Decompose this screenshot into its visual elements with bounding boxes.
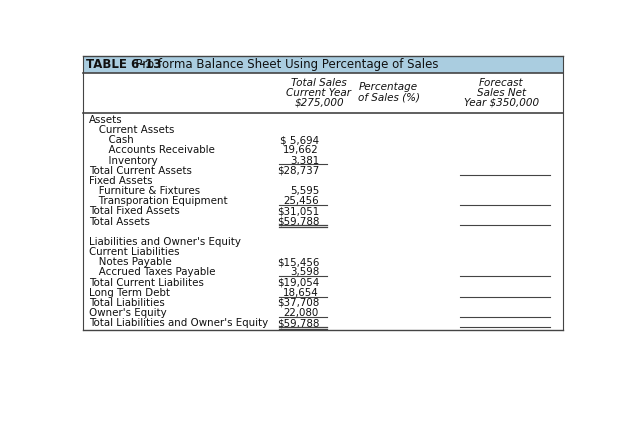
Text: Transporation Equipment: Transporation Equipment [89,196,227,206]
Text: Total Current Assets: Total Current Assets [89,166,192,176]
Text: TABLE 6–13: TABLE 6–13 [86,58,162,71]
Text: Furniture & Fixtures: Furniture & Fixtures [89,186,200,196]
Text: Total Sales: Total Sales [291,78,347,88]
Text: Sales Net: Sales Net [476,88,525,98]
Text: Pro forma Balance Sheet Using Percentage of Sales: Pro forma Balance Sheet Using Percentage… [127,58,438,71]
Text: Notes Payable: Notes Payable [89,257,171,267]
Text: 19,662: 19,662 [284,146,319,156]
Text: Total Current Liabilites: Total Current Liabilites [89,277,203,288]
Text: $37,708: $37,708 [277,298,319,308]
Text: $19,054: $19,054 [277,277,319,288]
Text: Current Liabilities: Current Liabilities [89,247,180,257]
Text: Total Assets: Total Assets [89,216,150,226]
Text: Forecast: Forecast [479,78,524,88]
Text: $59,788: $59,788 [277,216,319,226]
Text: Liabilities and Owner's Equity: Liabilities and Owner's Equity [89,237,241,247]
Text: Inventory: Inventory [89,156,158,166]
Text: 3,598: 3,598 [290,267,319,277]
Text: Assets: Assets [89,115,122,125]
Text: Accrued Taxes Payable: Accrued Taxes Payable [89,267,215,277]
Text: 18,654: 18,654 [284,288,319,298]
Text: 5,595: 5,595 [290,186,319,196]
Text: 3,381: 3,381 [290,156,319,166]
Text: 25,456: 25,456 [284,196,319,206]
Text: $15,456: $15,456 [277,257,319,267]
Text: Year $350,000: Year $350,000 [464,98,539,108]
Text: Fixed Assets: Fixed Assets [89,176,152,186]
Text: Total Fixed Assets: Total Fixed Assets [89,206,180,216]
Text: Long Term Debt: Long Term Debt [89,288,170,298]
Text: Total Liabilities: Total Liabilities [89,298,164,308]
Text: Current Year: Current Year [287,88,352,98]
Text: of Sales (%): of Sales (%) [358,93,420,103]
Text: Percentage: Percentage [359,83,418,93]
Text: 22,080: 22,080 [284,308,319,318]
Text: $59,788: $59,788 [277,318,319,328]
Text: $275,000: $275,000 [294,98,344,108]
Bar [83,56,563,73]
Text: $ 5,694: $ 5,694 [280,135,319,145]
Text: $28,737: $28,737 [277,166,319,176]
Text: Cash: Cash [89,135,134,145]
Text: Current Assets: Current Assets [89,125,175,135]
Text: Accounts Receivable: Accounts Receivable [89,146,215,156]
Text: $31,051: $31,051 [277,206,319,216]
Text: Total Liabilities and Owner's Equity: Total Liabilities and Owner's Equity [89,318,268,328]
Text: Owner's Equity: Owner's Equity [89,308,166,318]
